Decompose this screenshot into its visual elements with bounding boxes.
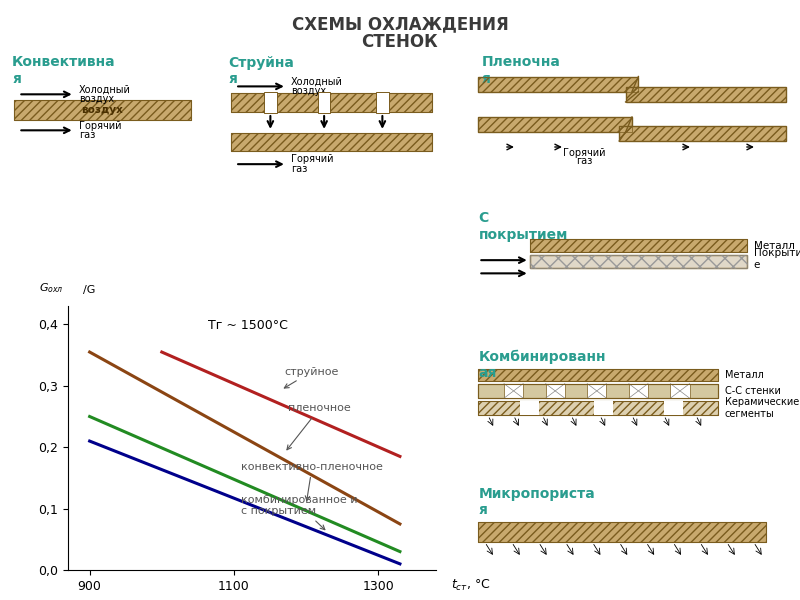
- Bar: [530, 255, 747, 268]
- Text: Металл: Металл: [725, 370, 763, 380]
- Bar: [230, 133, 432, 151]
- Bar: [230, 133, 432, 151]
- Text: Конвективна
я: Конвективна я: [12, 55, 116, 86]
- Text: Комбинированн
ая: Комбинированн ая: [478, 349, 606, 380]
- Bar: [670, 383, 690, 398]
- Text: Горячий: Горячий: [78, 121, 122, 131]
- Bar: [530, 239, 747, 252]
- Bar: [629, 383, 648, 398]
- Bar: [478, 383, 718, 398]
- Text: $G_{охл}$: $G_{охл}$: [38, 281, 63, 295]
- Text: конвективно-пленочное: конвективно-пленочное: [241, 462, 383, 500]
- Text: $t_{ст}$, °C: $t_{ст}$, °C: [450, 578, 490, 593]
- Bar: [14, 100, 191, 120]
- Bar: [530, 255, 747, 268]
- Bar: [318, 92, 330, 113]
- Text: воздух: воздух: [291, 86, 326, 96]
- Text: Микропориста
я: Микропориста я: [478, 487, 595, 517]
- Bar: [478, 401, 718, 415]
- Bar: [230, 93, 432, 112]
- Bar: [520, 401, 539, 415]
- Polygon shape: [619, 126, 786, 141]
- Bar: [478, 521, 766, 542]
- Text: С-С стенки: С-С стенки: [725, 386, 781, 396]
- Text: воздух: воздух: [78, 94, 114, 104]
- Text: Металл: Металл: [754, 241, 794, 251]
- Bar: [14, 100, 191, 120]
- Bar: [478, 401, 718, 415]
- Text: Холодный: Холодный: [291, 77, 343, 86]
- Text: Горячий: Горячий: [291, 154, 334, 164]
- Text: Керамические
сегменты: Керамические сегменты: [725, 397, 799, 419]
- Bar: [478, 383, 718, 398]
- Text: Пленочна
я: Пленочна я: [482, 55, 561, 86]
- Polygon shape: [478, 117, 632, 132]
- Bar: [478, 369, 718, 381]
- Polygon shape: [478, 76, 638, 91]
- Text: Горячий: Горячий: [562, 148, 606, 158]
- Bar: [478, 383, 718, 398]
- Text: газ: газ: [78, 130, 95, 140]
- Bar: [504, 383, 523, 398]
- Bar: [594, 401, 613, 415]
- Bar: [478, 521, 766, 542]
- Text: СХЕМЫ ОХЛАЖДЕНИЯ: СХЕМЫ ОХЛАЖДЕНИЯ: [292, 15, 508, 33]
- Bar: [230, 93, 432, 112]
- Bar: [376, 92, 389, 113]
- Text: Холодный: Холодный: [78, 85, 130, 95]
- Bar: [664, 401, 683, 415]
- Text: Покрыти
е: Покрыти е: [754, 248, 800, 269]
- Text: С
покрытием: С покрытием: [478, 211, 568, 242]
- Text: Струйна
я: Струйна я: [229, 56, 294, 86]
- Text: газ: газ: [291, 164, 307, 174]
- Text: воздух: воздух: [81, 105, 122, 115]
- Bar: [478, 369, 718, 381]
- Text: газ: газ: [576, 155, 592, 166]
- Text: /G: /G: [82, 286, 95, 295]
- Bar: [530, 239, 747, 252]
- Polygon shape: [626, 87, 786, 102]
- Bar: [264, 92, 277, 113]
- Bar: [587, 383, 606, 398]
- Text: Тг ~ 1500°C: Тг ~ 1500°C: [208, 319, 288, 332]
- Text: СТЕНОК: СТЕНОК: [362, 33, 438, 51]
- Text: комбинированное и
с покрытием: комбинированное и с покрытием: [241, 495, 358, 530]
- Text: струйное: струйное: [284, 367, 339, 388]
- Text: пленочное: пленочное: [287, 403, 351, 450]
- Bar: [546, 383, 565, 398]
